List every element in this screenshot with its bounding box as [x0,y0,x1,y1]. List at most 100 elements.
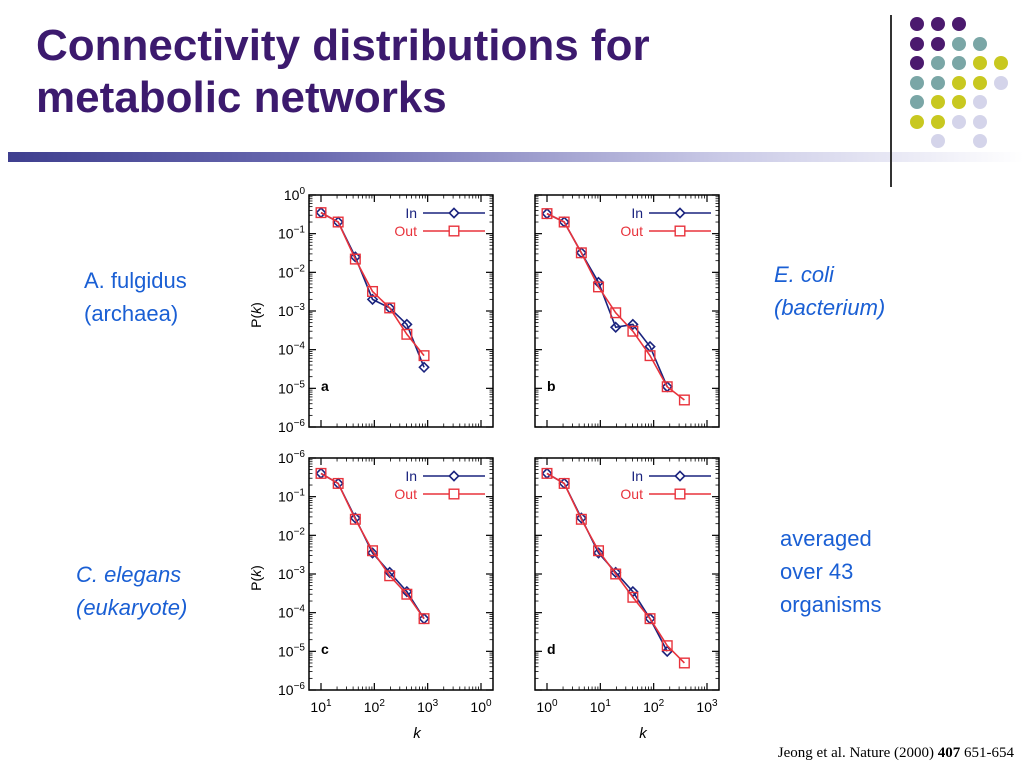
legend-marker-out [674,225,686,237]
out-point [349,253,361,265]
decor-dot [952,114,966,129]
in-point [627,318,639,331]
decor-dot [973,134,987,148]
legend-label-in: In [631,468,643,484]
panel-letter: b [547,378,556,394]
label-a-line-2: (archaea) [84,301,179,326]
x-tick-label: 101 [310,698,332,715]
out-point [418,613,430,625]
in-point [575,512,588,524]
in-point [349,251,362,263]
decor-dot [994,56,1008,70]
y-tick-label: 10−2 [278,526,305,543]
y-axis-label: P(k) [248,302,264,328]
y-tick-label: 10−5 [278,379,305,396]
out-point [349,513,361,525]
out-point [558,477,570,489]
decor-dot [973,56,987,70]
citation-authors: Jeong et al. Nature (2000) [777,745,938,761]
x-tick-label: 102 [364,698,386,715]
legend-marker-out [674,488,686,500]
label-b-line-1: E. coli [774,262,834,287]
x-tick-label: 101 [590,698,612,715]
label-a-line-1: A. fulgidus [84,268,187,293]
label-d-line-3: organisms [780,592,882,617]
out-point [384,302,396,314]
in-point [366,547,379,559]
x-axis-label: k [413,725,422,742]
decor-dot [931,17,945,31]
citation-pages: 651-654 [960,745,1014,761]
out-point [315,207,327,219]
y-tick-label: 10−5 [278,642,305,659]
y-tick-label: 10−4 [278,604,305,621]
decor-dot [931,56,945,70]
decor-dot [910,56,924,70]
legend-marker-in [674,470,686,482]
plot-frame-b [534,194,720,428]
out-point [593,281,605,293]
out-point [541,467,553,479]
out-point [593,545,605,557]
y-tick-label: 10−6 [278,418,305,435]
y-tick-label: 10−2 [278,263,305,280]
title-underline [8,152,1024,162]
out-point [418,350,430,362]
decor-dot [973,114,987,129]
in-point [592,547,605,559]
panel-letter: a [321,378,329,394]
label-c-line-2: (eukaryote) [76,595,188,620]
label-panel-b: E. coli (bacterium) [774,258,885,324]
label-b-line-2: (bacterium) [774,295,886,320]
decor-dot [910,75,924,90]
in-point [418,361,430,374]
x-tick-label: 102 [643,698,665,715]
decor-dot [931,114,945,129]
out-point [332,216,344,228]
legend-label-in: In [405,205,417,221]
out-point [558,216,570,228]
decor-dot [973,75,987,90]
decor-dot [994,75,1008,90]
out-point [384,570,396,582]
decor-dot [952,75,966,90]
decor-dot [952,17,966,31]
label-panel-c: C. elegans (eukaryote) [76,558,187,624]
out-point [575,513,587,525]
out-point [401,588,413,600]
out-point [661,381,673,393]
y-tick-label: 10−6 [278,681,305,698]
y-tick-label: 100 [284,186,306,203]
header-divider [890,15,892,187]
title-line-1: Connectivity distributions for [36,21,650,70]
decor-dot [910,17,924,31]
legend-label-in: In [405,468,417,484]
legend-label-out: Out [394,486,417,502]
out-point [627,591,639,603]
x-tick-label: 100 [470,698,492,715]
out-point [367,285,379,297]
y-tick-label: 10−1 [278,225,305,242]
citation: Jeong et al. Nature (2000) 407 651-654 [778,745,1014,762]
plot-frame-d [534,457,720,691]
out-point [541,208,553,220]
out-point [644,350,656,362]
in-point [349,512,362,524]
out-point [678,657,690,669]
y-tick-label: 10−4 [278,341,305,358]
legend-marker-in [448,470,460,482]
plot-frame-a [308,194,494,428]
decor-dot [973,36,987,51]
series-line-out [320,211,425,357]
panel-letter: c [321,641,329,657]
legend-label-out: Out [394,223,417,239]
decorative-dot-grid [0,0,1024,170]
decor-dot [910,95,924,109]
decor-dot [952,36,966,51]
legend-marker-in [448,207,460,219]
in-point [609,321,622,333]
decor-dot [910,36,924,51]
legend-label-in: In [631,205,643,221]
decor-dot [931,36,945,51]
